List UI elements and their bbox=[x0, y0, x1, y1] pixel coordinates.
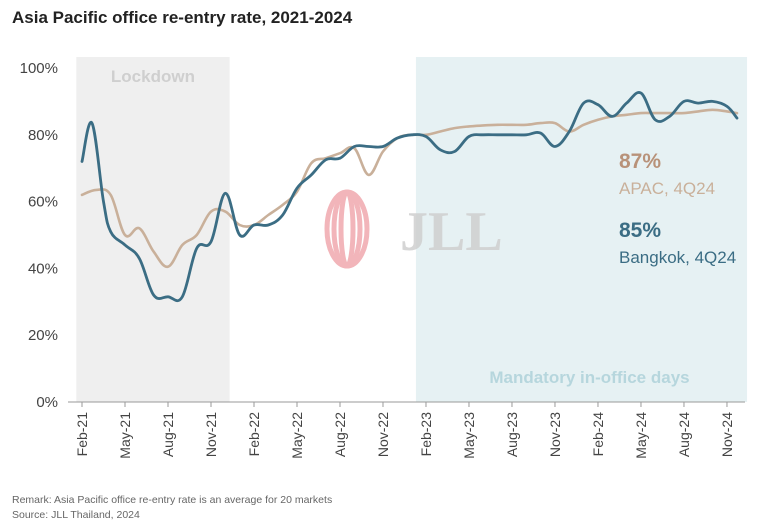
x-tick-label: Nov-22 bbox=[375, 412, 391, 457]
mandatory-band-label: Mandatory in-office days bbox=[489, 368, 689, 387]
x-tick-label: Aug-23 bbox=[504, 412, 520, 457]
y-tick-label: 100% bbox=[20, 60, 58, 77]
y-tick-label: 40% bbox=[28, 260, 58, 277]
x-tick-label: Feb-23 bbox=[418, 412, 434, 457]
x-tick-label: Feb-24 bbox=[590, 412, 606, 457]
x-tick-label: Aug-24 bbox=[676, 412, 692, 457]
x-tick-label: May-23 bbox=[461, 412, 477, 459]
x-tick-label: Nov-21 bbox=[203, 412, 219, 457]
lockdown-band-label: Lockdown bbox=[111, 67, 195, 86]
chart-title: Asia Pacific office re-entry rate, 2021-… bbox=[12, 8, 353, 27]
annotation-label-bangkok: Bangkok, 4Q24 bbox=[619, 248, 736, 267]
jll-logo: JLL bbox=[324, 189, 503, 269]
y-tick-label: 80% bbox=[28, 127, 58, 144]
y-tick-label: 0% bbox=[36, 394, 58, 411]
annotation-value-bangkok: 85% bbox=[619, 219, 661, 242]
x-tick-label: May-22 bbox=[289, 412, 305, 459]
logo-ring-inner bbox=[338, 189, 356, 269]
y-tick-label: 20% bbox=[28, 327, 58, 344]
annotation-label-apac: APAC, 4Q24 bbox=[619, 179, 715, 198]
remark-text: Remark: Asia Pacific office re-entry rat… bbox=[12, 494, 333, 506]
jll-logo-mark bbox=[324, 189, 370, 269]
lockdown-band bbox=[76, 57, 230, 402]
x-tick-label: May-24 bbox=[633, 412, 649, 459]
x-tick-label: Feb-22 bbox=[246, 412, 262, 457]
series-line-bangkok bbox=[80, 91, 739, 303]
y-tick-label: 60% bbox=[28, 194, 58, 211]
x-tick-label: Feb-21 bbox=[74, 412, 90, 457]
x-tick-label: Nov-24 bbox=[719, 412, 735, 457]
mandatory-band bbox=[415, 57, 748, 402]
jll-logo-text: JLL bbox=[400, 201, 503, 263]
x-tick-label: Aug-22 bbox=[332, 412, 348, 457]
source-text: Source: JLL Thailand, 2024 bbox=[12, 509, 140, 521]
logo-ring-middle bbox=[331, 189, 363, 269]
x-tick-label: Aug-21 bbox=[160, 412, 176, 457]
x-tick-label: Nov-23 bbox=[547, 412, 563, 457]
annotation-value-apac: 87% bbox=[619, 150, 661, 173]
x-tick-label: May-21 bbox=[117, 412, 133, 459]
chart-footer: Remark: Asia Pacific office re-entry rat… bbox=[12, 493, 332, 523]
